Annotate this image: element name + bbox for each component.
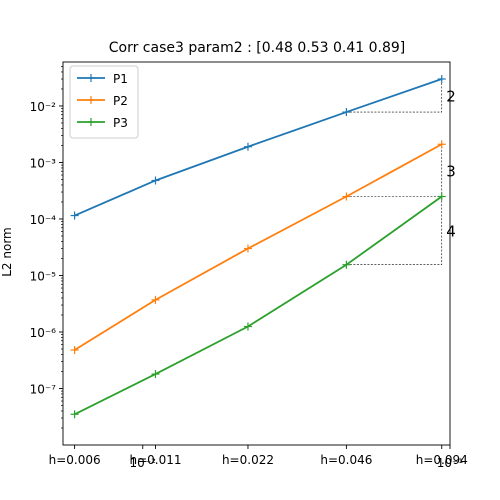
data-point (70, 211, 79, 220)
slope-label: 3 (446, 162, 456, 180)
y-tick-label: 10⁻² (30, 100, 57, 114)
data-marks (70, 75, 446, 419)
data-point (437, 75, 446, 84)
legend: P1 P2 P3 (69, 65, 139, 139)
y-axis-label: L2 norm (0, 227, 14, 277)
x-decade-label: 10⁻² (130, 456, 157, 470)
data-point (243, 322, 252, 331)
y-tick-label: 10⁻⁶ (30, 326, 57, 340)
axes: 10⁻⁷ 10⁻⁶ 10⁻⁵ 10⁻⁴ 10⁻³ 10⁻² h=0.006 h=0.011 h=… (30, 61, 468, 470)
data-point (70, 410, 79, 419)
x-tick-label: h=0.046 (320, 453, 372, 467)
legend-item-p2: P2 (77, 94, 128, 108)
slope-label: 2 (446, 88, 456, 106)
y-tick-label: 10⁻⁵ (30, 269, 57, 283)
data-point (243, 142, 252, 151)
data-point (342, 108, 351, 117)
slope-triangle (346, 196, 443, 266)
legend-item-p3: P3 (77, 116, 128, 130)
slope-label: 4 (446, 223, 456, 241)
x-tick-label: h=0.094 (416, 453, 468, 467)
data-point (243, 244, 252, 253)
x-tick-label: h=0.006 (49, 453, 101, 467)
chart-title: Corr case3 param2 : [0.48 0.53 0.41 0.89… (109, 40, 406, 56)
legend-item-p1: P1 (77, 72, 128, 86)
data-point (437, 192, 446, 201)
legend-label: P1 (113, 72, 128, 86)
data-point (342, 192, 351, 201)
legend-label: P3 (113, 116, 128, 130)
x-tick-label: h=0.011 (129, 453, 181, 467)
y-tick-label: 10⁻³ (30, 156, 57, 170)
series-line-p3 (74, 195, 443, 416)
plot-frame (62, 61, 451, 446)
y-tick-label: 10⁻⁴ (30, 213, 57, 227)
y-tick-label: 10⁻⁷ (30, 382, 57, 396)
data-point (342, 260, 351, 269)
x-decade-label: 10⁻¹ (437, 456, 464, 470)
data-point (151, 370, 160, 379)
data-point (151, 295, 160, 304)
legend-label: P2 (113, 94, 128, 108)
data-point (151, 176, 160, 185)
data-point (437, 140, 446, 149)
data-point (70, 346, 79, 355)
legend-box (69, 65, 139, 139)
slope-triangle (346, 79, 443, 113)
x-tick-label: h=0.022 (222, 453, 274, 467)
